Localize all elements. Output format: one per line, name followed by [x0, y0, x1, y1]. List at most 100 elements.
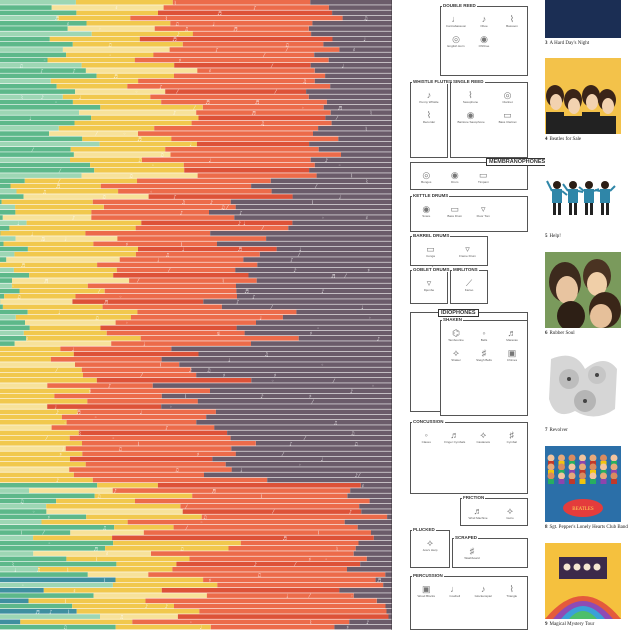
album-cover	[545, 0, 621, 38]
bar-segment	[129, 278, 257, 283]
instrument-glyph: ♫	[36, 567, 40, 573]
bar-segment	[0, 462, 86, 467]
bar-segment	[314, 162, 392, 168]
instrument-icon: ♪	[481, 14, 487, 24]
instrument-glyph: ♬	[238, 247, 242, 253]
instrument-glyph: ⁄	[315, 184, 318, 190]
legend-instrument: ◎ Clarinet	[495, 90, 521, 104]
instrument-glyph: ♯	[59, 452, 61, 458]
bar-segment	[77, 409, 216, 415]
instrument-icon: ▿	[465, 244, 470, 254]
bar-segment	[243, 257, 392, 262]
instrument-glyph: ♩	[54, 405, 56, 411]
bar-segment	[153, 52, 315, 58]
bar-segment	[26, 336, 141, 341]
bar-segment	[14, 252, 136, 257]
bar-segment	[353, 593, 392, 598]
instrument-glyph: ♩	[62, 447, 64, 453]
bar-segment	[0, 582, 113, 588]
legend-section-label: Mirlitons	[452, 267, 479, 272]
instrument-glyph: ♩	[259, 315, 261, 321]
bar-segment	[112, 535, 374, 541]
instrument-glyph: ⌇	[68, 609, 70, 615]
bar-segment	[266, 236, 392, 241]
album-cover	[545, 58, 621, 134]
instrument-glyph: ♬	[172, 37, 176, 43]
bar-segment	[100, 183, 252, 189]
instrument-glyph: ⌇	[12, 562, 14, 568]
instrument-glyph: ♯	[67, 21, 69, 27]
instrument-glyph: ♫	[285, 42, 289, 48]
instrument-glyph: ♩	[31, 231, 33, 237]
bar-segment	[204, 472, 392, 478]
instrument-legend: Double Reed ♩ Contrabassoon ♪ Oboe ⌇ Bassoon ◎ E…	[410, 0, 549, 630]
bar-segment	[288, 225, 392, 231]
bar-segment	[210, 388, 392, 394]
bar-segment	[138, 78, 315, 84]
instrument-glyph: ♬	[338, 105, 342, 111]
instrument-glyph: ♪	[238, 221, 241, 227]
instrument-glyph: ♩	[243, 221, 245, 227]
bar-segment	[145, 598, 377, 604]
bar-segment	[257, 262, 392, 268]
bar-segment	[0, 178, 25, 184]
album-title: Beatles for Sale	[549, 137, 582, 142]
bar-segment	[251, 183, 392, 189]
bar-segment	[202, 105, 324, 110]
bar-segment	[308, 26, 392, 31]
album-cover: BEATLES	[545, 446, 621, 522]
instrument-glyph: ♩	[58, 310, 60, 316]
bar-segment	[0, 94, 63, 100]
instrument-glyph: ⌇	[174, 0, 176, 6]
bar-segment	[331, 120, 392, 126]
bar-segment	[6, 257, 120, 262]
album-6: 6 Rubber Soul	[543, 252, 623, 348]
instrument-glyph: ♫	[175, 468, 179, 474]
bar-segment	[0, 36, 50, 42]
bar-segment	[201, 514, 388, 520]
bar-segment	[282, 315, 392, 320]
bar-segment	[323, 42, 392, 47]
instrument-glyph: ♪	[293, 268, 296, 274]
bar-segment	[47, 57, 135, 63]
legend-box-kettle-drums	[410, 196, 528, 232]
instrument-glyph: ♪	[56, 410, 59, 416]
bar-segment	[221, 304, 392, 310]
bar-segment	[93, 241, 217, 247]
svg-text:BEATLES: BEATLES	[572, 507, 594, 512]
bar-segment	[0, 42, 73, 47]
bar-segment	[0, 231, 86, 236]
bar-segment	[174, 63, 311, 68]
instrument-glyph: ♫	[221, 205, 225, 211]
bar-segment	[236, 288, 392, 294]
instrument-glyph: ♪	[349, 510, 352, 516]
instrument-glyph: ♫	[119, 615, 123, 621]
instrument-glyph: ♯	[217, 331, 219, 337]
bar-segment	[270, 178, 392, 184]
legend-section-label: Single Reed	[452, 79, 485, 84]
instrument-glyph: ⁄	[298, 252, 301, 258]
legend-instrument-label: Drum	[451, 180, 459, 184]
bar-segment	[0, 367, 82, 373]
bar-segment	[0, 336, 27, 341]
bar-segment	[0, 451, 83, 457]
instrument-glyph: ♯	[89, 389, 91, 395]
bar-segment	[15, 204, 104, 210]
bar-segment	[0, 441, 82, 446]
instrument-glyph: ♩	[14, 567, 16, 573]
instrument-glyph: ♯	[362, 483, 364, 489]
legend-instrument-label: Tambourine	[448, 338, 464, 342]
instrument-glyph: ⁄	[261, 226, 264, 232]
instrument-glyph: ♯	[310, 331, 312, 337]
bar-segment	[177, 614, 389, 619]
legend-box-concussion	[410, 422, 528, 494]
bar-segment	[0, 115, 92, 121]
bar-segment	[0, 614, 100, 619]
instrument-glyph: ♬	[21, 263, 25, 269]
bar-segment	[0, 603, 73, 609]
instrument-glyph: ♪	[321, 289, 324, 295]
bar-segment	[92, 477, 268, 483]
bar-segment	[73, 351, 199, 357]
bar-segment	[87, 572, 149, 577]
bar-segment	[0, 519, 42, 525]
